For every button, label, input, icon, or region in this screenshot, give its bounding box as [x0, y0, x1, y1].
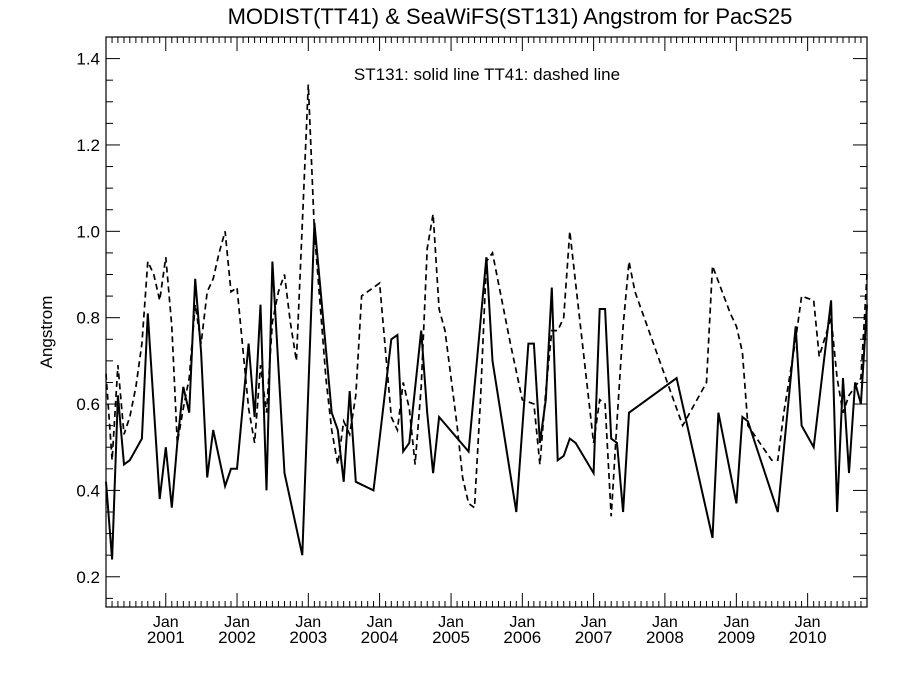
- x-tick-year: 2002: [218, 628, 256, 647]
- x-tick-year: 2007: [575, 628, 613, 647]
- x-tick-month: Jan: [224, 614, 250, 631]
- x-tick-year: 2006: [503, 628, 541, 647]
- y-tick-label: 0.6: [76, 395, 100, 414]
- x-tick-labels: Jan2001Jan2002Jan2003Jan2004Jan2005Jan20…: [147, 614, 827, 647]
- tick-marks: [105, 37, 868, 607]
- x-tick-month: Jan: [581, 614, 607, 631]
- y-tick-labels: 0.2 0.4 0.6 0.8 1.0 1.2 1.4: [76, 50, 100, 587]
- y-axis-label: Angstrom: [37, 296, 56, 369]
- x-tick-month: Jan: [509, 614, 535, 631]
- y-tick-label: 0.2: [76, 568, 100, 587]
- x-tick-year: 2001: [147, 628, 185, 647]
- x-tick-year: 2003: [289, 628, 327, 647]
- series-line-st131: [105, 222, 868, 560]
- x-tick-year: 2009: [717, 628, 755, 647]
- x-tick-year: 2004: [361, 628, 399, 647]
- x-tick-year: 2008: [646, 628, 684, 647]
- x-tick-year: 2005: [432, 628, 470, 647]
- legend-annotation: ST131: solid line TT41: dashed line: [354, 65, 620, 84]
- y-tick-label: 1.0: [76, 222, 100, 241]
- y-tick-label: 0.4: [76, 481, 100, 500]
- y-tick-label: 0.8: [76, 309, 100, 328]
- x-tick-month: Jan: [795, 614, 821, 631]
- y-tick-label: 1.2: [76, 136, 100, 155]
- x-tick-month: Jan: [438, 614, 464, 631]
- series-line-tt41: [105, 84, 868, 517]
- y-tick-label: 1.4: [76, 50, 100, 69]
- x-tick-month: Jan: [295, 614, 321, 631]
- x-tick-month: Jan: [723, 614, 749, 631]
- plot-frame: [105, 36, 868, 608]
- series-lines: [105, 84, 868, 560]
- x-tick-month: Jan: [367, 614, 393, 631]
- x-tick-month: Jan: [153, 614, 179, 631]
- x-tick-year: 2010: [789, 628, 827, 647]
- chart-title: MODIST(TT41) & SeaWiFS(ST131) Angstrom f…: [228, 4, 793, 29]
- x-tick-month: Jan: [652, 614, 678, 631]
